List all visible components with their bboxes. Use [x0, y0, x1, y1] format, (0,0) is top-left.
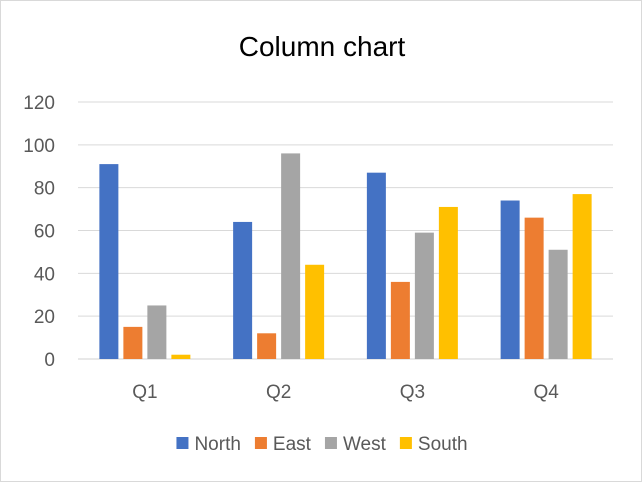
legend-item-south: South	[399, 434, 468, 455]
legend: North East West South	[176, 434, 468, 455]
x-tick-label: Q3	[400, 382, 425, 403]
legend-label: West	[343, 434, 387, 455]
x-tick-label: Q2	[266, 382, 291, 403]
bar-east-q4	[524, 217, 544, 359]
x-axis-ticks: Q1 Q2 Q3 Q4	[132, 382, 559, 403]
y-tick-label: 80	[34, 179, 55, 200]
y-tick-label: 20	[34, 307, 55, 328]
bar-west-q4	[548, 249, 568, 359]
legend-label: North	[194, 434, 240, 455]
bar-east-q2	[257, 333, 277, 359]
y-tick-label: 0	[44, 350, 55, 371]
y-tick-label: 120	[23, 93, 55, 114]
legend-item-east: East	[254, 434, 312, 455]
legend-swatch	[254, 437, 267, 449]
y-axis-ticks: 0 20 40 60 80 100 120	[23, 93, 55, 371]
legend-swatch	[324, 437, 337, 449]
legend-label: East	[273, 434, 312, 455]
bar-north-q3	[366, 172, 386, 359]
bar-north-q1	[99, 164, 119, 359]
bar-south-q3	[438, 206, 458, 359]
bar-east-q3	[390, 281, 410, 359]
bar-west-q1	[147, 305, 167, 359]
legend-label: South	[418, 434, 468, 455]
y-tick-label: 40	[34, 264, 55, 285]
bar-west-q2	[281, 153, 301, 359]
x-tick-label: Q4	[533, 382, 559, 403]
bars	[99, 153, 592, 359]
bar-west-q3	[414, 232, 434, 359]
bar-east-q1	[123, 326, 143, 359]
legend-item-north: North	[176, 434, 241, 455]
gridlines	[78, 101, 613, 360]
bar-north-q2	[233, 221, 253, 359]
bar-south-q2	[305, 264, 325, 359]
y-tick-label: 60	[34, 222, 55, 243]
legend-item-west: West	[324, 434, 387, 455]
bar-south-q4	[572, 194, 592, 359]
x-tick-label: Q1	[132, 382, 157, 403]
chart-title: Column chart	[239, 31, 406, 62]
bar-south-q1	[171, 354, 191, 359]
legend-swatch	[399, 437, 412, 449]
bar-north-q4	[500, 200, 520, 359]
y-tick-label: 100	[23, 136, 55, 157]
legend-swatch	[176, 437, 189, 449]
